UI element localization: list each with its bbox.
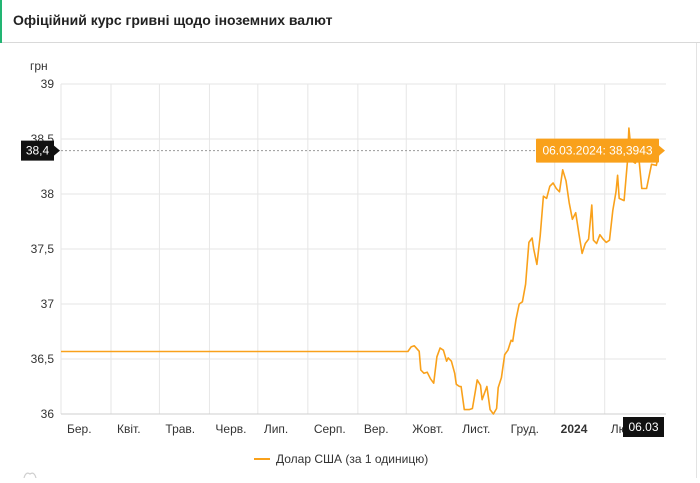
crosshair: 38,4 06.03.2024: 38,3943 06.03: [21, 138, 665, 437]
y-tick-label: 39: [41, 77, 55, 91]
legend[interactable]: Долар США (за 1 одиницю): [254, 452, 428, 466]
y-tick-label: 37: [41, 297, 55, 311]
legend-label[interactable]: Долар США (за 1 одиницю): [276, 452, 428, 466]
grid-lines: [60, 83, 666, 415]
x-tick-label: Груд.: [511, 422, 539, 436]
header-accent-bar: [0, 0, 2, 43]
x-tick-label: Черв.: [215, 422, 246, 436]
crosshair-x-value-label: 06.03: [628, 420, 658, 434]
card-right-border: [696, 43, 697, 478]
x-axis: Бер. Квіт. Трав. Черв. Лип. Серп. Вер. Жовт. Лис…: [61, 413, 666, 436]
y-tick-label: 37,5: [31, 242, 55, 256]
x-tick-label: Трав.: [165, 422, 195, 436]
tooltip-pointer: [659, 145, 665, 156]
crosshair-y-value-box: [21, 140, 54, 161]
crosshair-y-value-pointer: [54, 145, 60, 156]
y-axis-label: грн: [30, 59, 48, 73]
tooltip-box: [536, 138, 659, 163]
y-tick-label: 36: [41, 407, 55, 421]
x-tick-label: Лист.: [462, 422, 490, 436]
crosshair-y-value-label: 38,4: [26, 144, 50, 158]
exchange-rate-chart[interactable]: грн 36 36,5 37 37,5 38 38,5 39 Бер. Квіт. Трав. Ч…: [0, 43, 700, 478]
series-layer: [61, 127, 661, 415]
x-tick-label: Серп.: [314, 422, 346, 436]
crosshair-x-value-box: [623, 417, 664, 437]
x-tick-label: 2024: [561, 422, 588, 436]
x-tick-label: Жовт.: [412, 422, 443, 436]
x-tick-label: Вер.: [364, 422, 389, 436]
series-line-usd: [61, 127, 661, 415]
x-tick-label: Лип.: [264, 422, 288, 436]
page-header: Офіційний курс гривні щодо іноземних вал…: [0, 0, 700, 43]
tooltip-label: 06.03.2024: 38,3943: [542, 144, 652, 158]
x-tick-label: Бер.: [67, 422, 92, 436]
y-tick-label: 38: [41, 187, 55, 201]
page-title: Офіційний курс гривні щодо іноземних вал…: [13, 12, 333, 28]
y-tick-label: 36,5: [31, 352, 55, 366]
watermark-icon: [23, 472, 37, 478]
x-tick-label: Квіт.: [117, 422, 141, 436]
